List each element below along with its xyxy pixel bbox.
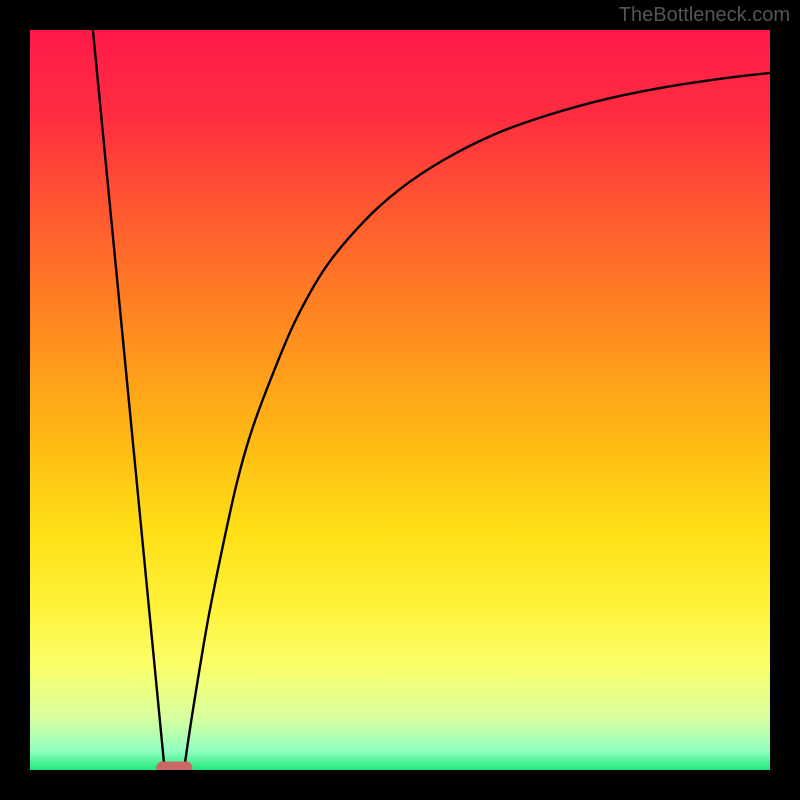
watermark-text: TheBottleneck.com — [619, 4, 790, 27]
chart-svg — [0, 0, 800, 800]
bottleneck-chart: TheBottleneck.com — [0, 0, 800, 800]
